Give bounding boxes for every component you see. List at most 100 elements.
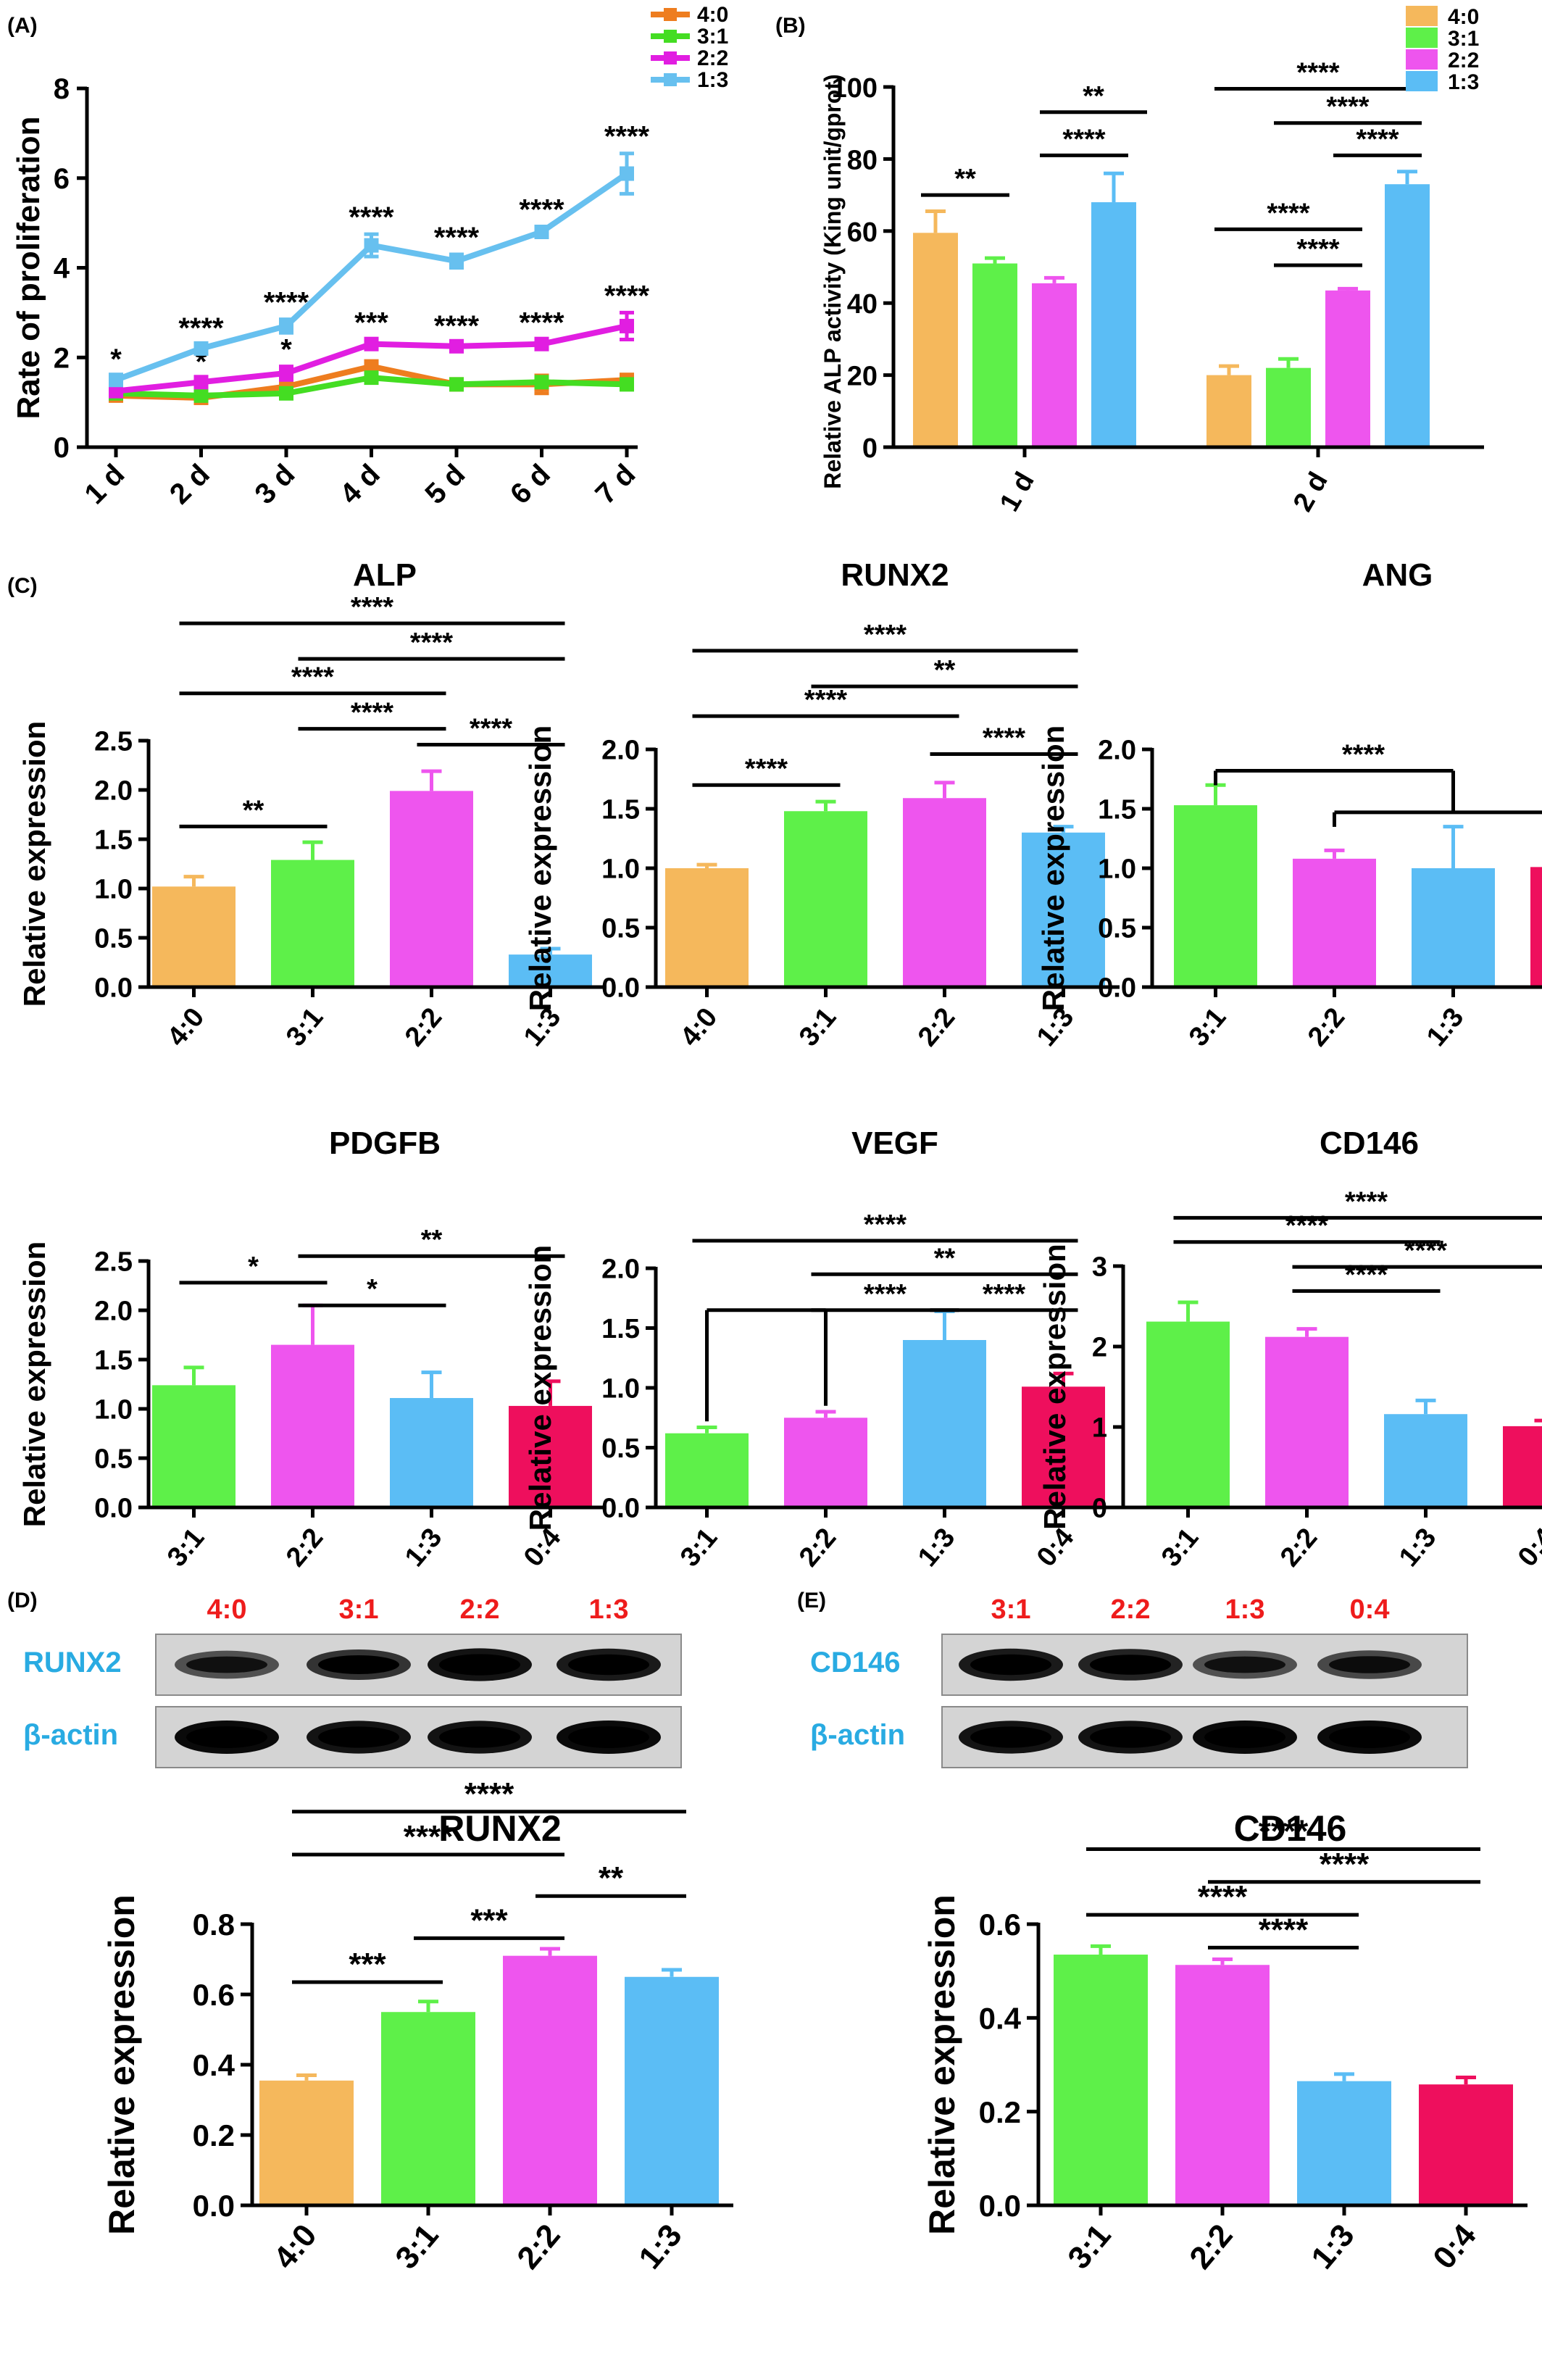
y-tick-label: 6 <box>54 163 70 195</box>
y-tick-label: 100 <box>832 73 878 104</box>
significance-label: ** <box>934 1243 956 1273</box>
x-tick-label: 3:1 <box>793 1002 842 1052</box>
y-tick-label: 1.5 <box>94 825 133 856</box>
y-tick-label: 0.0 <box>94 973 133 1004</box>
y-tick-label: 0.0 <box>979 2189 1021 2223</box>
y-tick-label: 2.0 <box>94 1297 133 1327</box>
legend-label: 2:2 <box>697 46 728 70</box>
data-point <box>364 238 379 253</box>
x-tick-label: 2:2 <box>399 1002 448 1052</box>
bar <box>1503 1426 1542 1507</box>
data-point <box>534 375 549 390</box>
data-point <box>449 377 464 392</box>
significance-label: * <box>367 1274 378 1305</box>
x-tick-label: 4:0 <box>267 2218 323 2276</box>
bar <box>1174 805 1257 987</box>
y-tick-label: 1.0 <box>601 854 640 885</box>
y-tick-label: 2.5 <box>94 727 133 757</box>
y-tick-label: 1.5 <box>1098 795 1136 825</box>
x-tick-label: 2:2 <box>1275 1523 1323 1573</box>
legend-label: 2:2 <box>1448 49 1479 72</box>
blot-band-core <box>439 1726 520 1748</box>
blot-band-core <box>1090 1726 1171 1748</box>
significance-label: **** <box>604 121 650 153</box>
bar <box>1297 2081 1391 2205</box>
bar <box>1054 1955 1148 2205</box>
y-tick-label: 2.5 <box>94 1247 133 1278</box>
blot-band-core <box>1204 1656 1285 1673</box>
x-tick-label: 0:4 <box>1512 1523 1542 1573</box>
significance-label: **** <box>1342 740 1385 770</box>
bar <box>271 860 354 987</box>
legend-label: 3:1 <box>1448 27 1479 51</box>
bar <box>503 1955 597 2205</box>
blot-band-core <box>318 1655 399 1674</box>
significance-label: **** <box>1345 1186 1388 1217</box>
y-tick-label: 1.5 <box>601 1314 640 1344</box>
significance-label: **** <box>351 592 393 623</box>
series-2-2: * **** **** ******** <box>109 280 650 399</box>
y-tick-label: 0.2 <box>979 2095 1021 2129</box>
lane-label: 4:0 <box>207 1594 247 1625</box>
significance-label: **** <box>864 1210 907 1240</box>
legend-swatch <box>1406 6 1438 26</box>
bar <box>509 954 592 987</box>
data-point <box>109 373 123 388</box>
y-tick-label: 2 <box>54 342 70 374</box>
blot-e: 3:1 2:2 1:3 0:4 CD146 β-actin <box>810 1594 1468 1768</box>
significance-label: **** <box>1326 92 1369 122</box>
significance-label: **** <box>1356 124 1399 154</box>
significance-label: **** <box>1259 1814 1309 1850</box>
x-tick-label: 3:1 <box>162 1523 210 1573</box>
x-tick-label: 0:4 <box>1426 2218 1483 2276</box>
lane-label: 1:3 <box>589 1594 629 1625</box>
x-tick-label: 2 d <box>1288 467 1334 517</box>
x-tick-label: 4 d <box>334 458 386 510</box>
y-axis-label: Relative expression <box>523 725 557 1012</box>
bar <box>1206 375 1251 447</box>
legend-label: 3:1 <box>697 25 728 49</box>
bar <box>1384 1414 1467 1507</box>
bar <box>1266 367 1311 447</box>
bar <box>972 263 1017 447</box>
panel-label-d: (D) <box>7 1589 38 1613</box>
y-tick-label: 0 <box>54 432 70 464</box>
significance-label: ** <box>421 1225 443 1255</box>
significance-label: **** <box>470 713 512 744</box>
significance-label: **** <box>604 280 650 312</box>
x-tick-label: 4:0 <box>675 1002 723 1052</box>
bar <box>1385 184 1430 447</box>
x-tick-label: 2:2 <box>510 2218 567 2276</box>
y-tick-label: 3 <box>1092 1252 1107 1283</box>
y-tick-label: 60 <box>847 217 878 248</box>
y-axis-label: Relative ALP activity (King unit/gprot) <box>820 74 846 489</box>
bar <box>1146 1321 1230 1507</box>
y-tick-label: 4 <box>54 253 70 285</box>
y-tick-label: 20 <box>847 362 878 392</box>
legend-label: 4:0 <box>1448 5 1479 29</box>
legend-swatch <box>1406 49 1438 70</box>
x-tick-label: 1:3 <box>632 2218 688 2276</box>
significance-label: * <box>248 1252 259 1282</box>
y-tick-label: 80 <box>847 145 878 175</box>
bar <box>1419 2084 1513 2205</box>
y-tick-label: 1.5 <box>94 1346 133 1376</box>
significance-label: **** <box>1285 1211 1328 1241</box>
bar <box>509 1405 592 1507</box>
lane-label: 2:2 <box>460 1594 500 1625</box>
y-tick-label: 0.5 <box>94 1444 133 1475</box>
panel-c5: VEGF 0.0 0.5 1.0 1.5 2.0 Relative expression 3:… <box>523 1125 1120 1573</box>
blot-band-core <box>1329 1656 1410 1673</box>
y-tick-label: 0 <box>862 433 878 464</box>
significance-label: ** <box>954 164 976 194</box>
bar <box>1412 868 1495 987</box>
y-tick-label: 0.0 <box>94 1494 133 1524</box>
blot-band-core <box>186 1726 267 1748</box>
significance-label: *** <box>349 1947 386 1982</box>
bar <box>390 1398 473 1507</box>
significance-label: ** <box>599 1860 624 1896</box>
significance-label: **** <box>434 222 480 254</box>
chart-title: RUNX2 <box>438 1808 561 1849</box>
chart-title: CD146 <box>1234 1808 1347 1849</box>
bar <box>381 2012 475 2205</box>
